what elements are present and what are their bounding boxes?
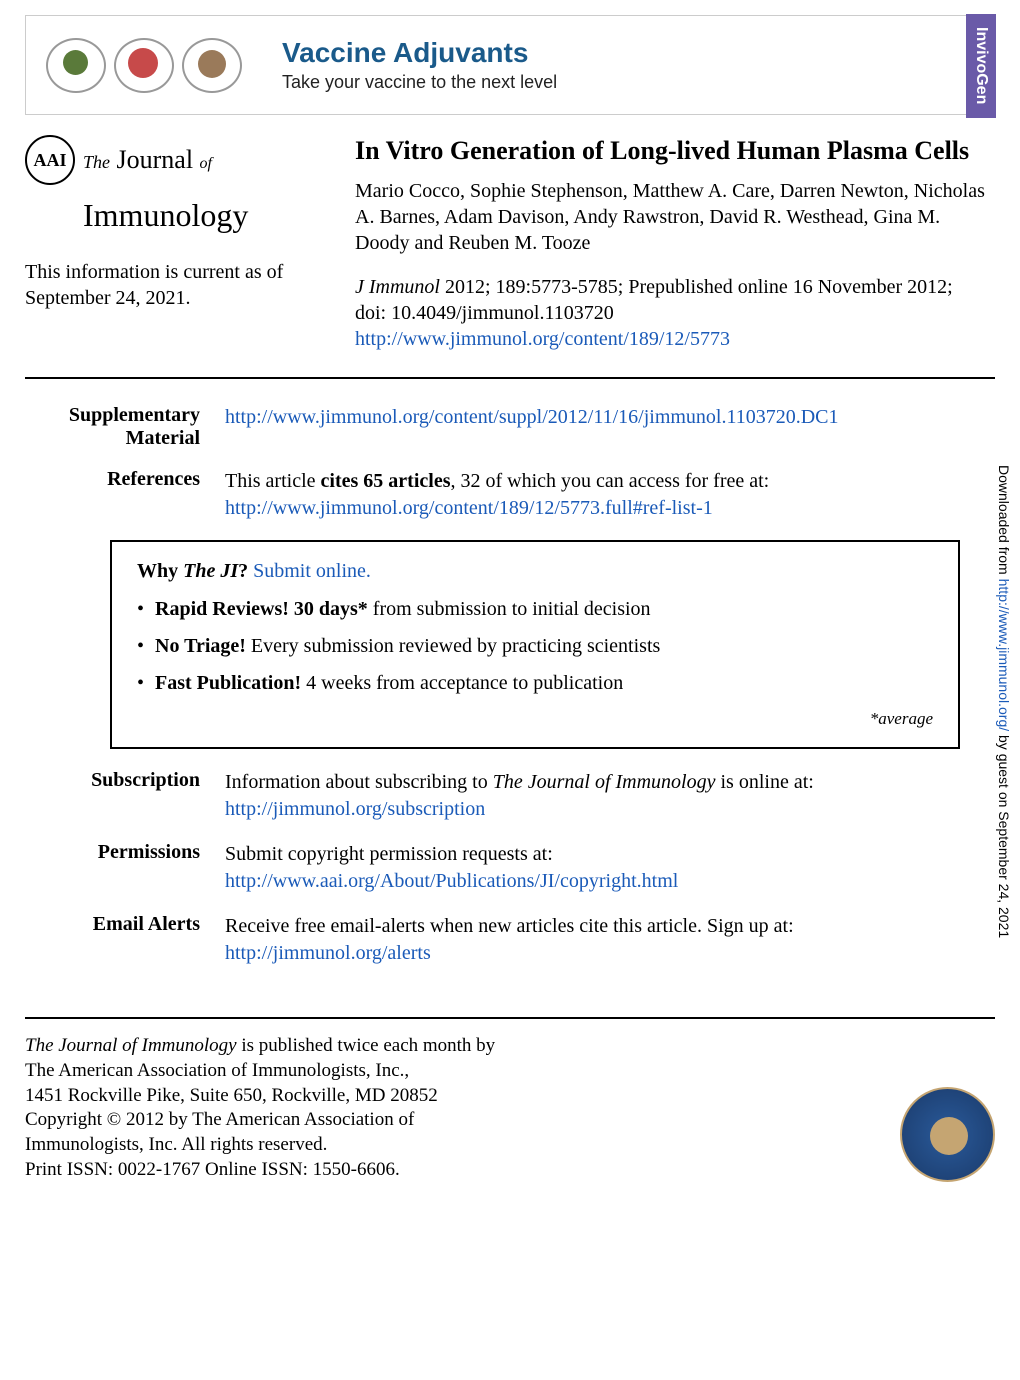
citation-journal: J Immunol xyxy=(355,276,440,298)
submit-online-link[interactable]: Submit online. xyxy=(253,560,371,582)
supplementary-link[interactable]: http://www.jimmunol.org/content/suppl/20… xyxy=(225,406,839,428)
journal-name-line1: The Journal of xyxy=(83,145,212,175)
email-alerts-text: Receive free email-alerts when new artic… xyxy=(225,913,995,967)
citation-doi: doi: 10.4049/jimmunol.1103720 xyxy=(355,302,614,324)
sidebar-link[interactable]: http://www.jimmunol.org/ xyxy=(996,579,1012,732)
why-ji-box: Why The JI? Submit online. Rapid Reviews… xyxy=(110,540,960,749)
banner-icon-2 xyxy=(114,38,174,93)
citation-text: 2012; 189:5773-5785; Prepublished online… xyxy=(440,276,953,298)
subscription-link[interactable]: http://jimmunol.org/subscription xyxy=(225,798,485,820)
citation-url-link[interactable]: http://www.jimmunol.org/content/189/12/5… xyxy=(355,328,730,350)
subscription-label: Subscription xyxy=(25,769,225,792)
banner-icons xyxy=(46,38,242,93)
permissions-link[interactable]: http://www.aai.org/About/Publications/JI… xyxy=(225,870,678,892)
permissions-text: Submit copyright permission requests at:… xyxy=(225,841,995,895)
why-ji-title: Why The JI? Submit online. xyxy=(137,560,933,583)
email-alerts-label: Email Alerts xyxy=(25,913,225,936)
permissions-label: Permissions xyxy=(25,841,225,864)
aai-seal-icon: AAI xyxy=(25,135,75,185)
why-item-3: Fast Publication! 4 weeks from acceptanc… xyxy=(137,672,933,695)
why-item-1: Rapid Reviews! 30 days* from submission … xyxy=(137,598,933,621)
banner-subtitle: Take your vaccine to the next level xyxy=(282,72,557,93)
footer-text: The Journal of Immunology is published t… xyxy=(25,1034,880,1182)
invivogen-tab[interactable]: InvivoGen xyxy=(966,14,996,118)
why-average: *average xyxy=(137,709,933,729)
email-alerts-link[interactable]: http://jimmunol.org/alerts xyxy=(225,942,431,964)
references-link[interactable]: http://www.jimmunol.org/content/189/12/5… xyxy=(225,497,713,519)
divider-1 xyxy=(25,377,995,379)
article-authors: Mario Cocco, Sophie Stephenson, Matthew … xyxy=(355,178,995,256)
article-citation: J Immunol 2012; 189:5773-5785; Prepublis… xyxy=(355,274,995,352)
aai-footer-seal-icon xyxy=(900,1087,995,1182)
banner-title: Vaccine Adjuvants xyxy=(282,37,557,69)
banner-icon-1 xyxy=(46,38,106,93)
supplementary-label: Supplementary Material xyxy=(25,404,225,450)
references-label: References xyxy=(25,468,225,491)
subscription-text: Information about subscribing to The Jou… xyxy=(225,769,995,823)
article-title: In Vitro Generation of Long-lived Human … xyxy=(355,135,995,166)
journal-logo: AAI The Journal of xyxy=(25,135,335,185)
banner-icon-3 xyxy=(182,38,242,93)
current-info: This information is current as of Septem… xyxy=(25,259,335,311)
ad-banner[interactable]: Vaccine Adjuvants Take your vaccine to t… xyxy=(25,15,995,115)
journal-name-immunology: Immunology xyxy=(83,197,335,234)
references-text: This article cites 65 articles, 32 of wh… xyxy=(225,468,995,522)
banner-text: Vaccine Adjuvants Take your vaccine to t… xyxy=(282,37,557,93)
footer-divider xyxy=(25,1017,995,1019)
download-sidebar: Downloaded from http://www.jimmunol.org/… xyxy=(996,465,1012,938)
why-item-2: No Triage! Every submission reviewed by … xyxy=(137,635,933,658)
